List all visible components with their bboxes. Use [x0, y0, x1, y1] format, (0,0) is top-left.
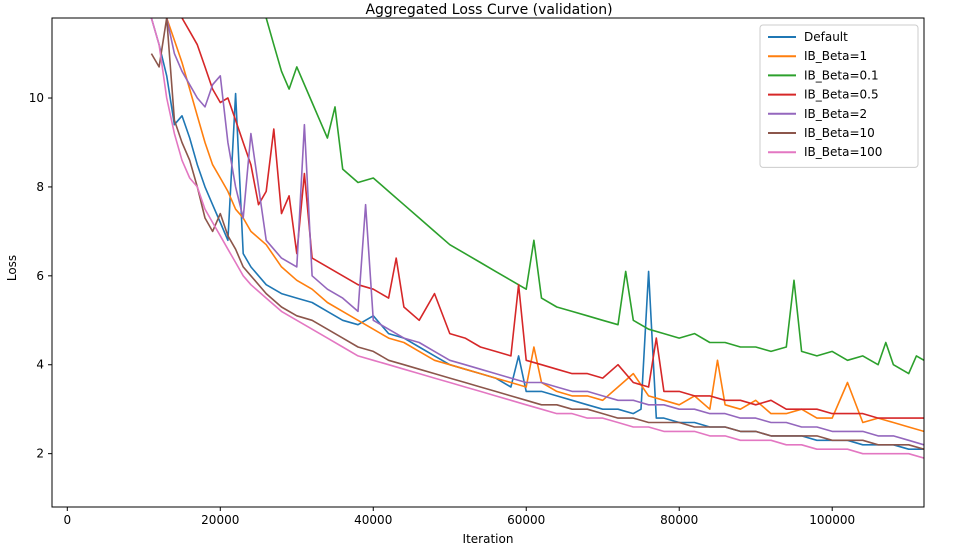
y-tick-label: 4	[36, 358, 44, 372]
x-tick-label: 20000	[201, 513, 239, 527]
x-tick-label: 0	[63, 513, 71, 527]
series-line-1	[165, 18, 924, 433]
chart-title: Aggregated Loss Curve (validation)	[365, 2, 612, 18]
x-axis: 0 20000 40000 60000 80000 100000	[63, 507, 855, 527]
legend-label: IB_Beta=2	[804, 107, 867, 121]
series-line-6	[150, 18, 924, 459]
legend-label: Default	[804, 30, 848, 44]
series-line-2	[265, 18, 924, 375]
series-line-3	[181, 18, 924, 419]
x-axis-label: Iteration	[463, 532, 514, 546]
legend: Default IB_Beta=1 IB_Beta=0.1 IB_Beta=0.5 IB…	[759, 24, 919, 168]
x-tick-label: 40000	[354, 513, 392, 527]
series-line-4	[165, 18, 924, 446]
y-axis-label: Loss	[5, 255, 19, 281]
y-tick-label: 8	[36, 180, 44, 194]
y-tick-label: 6	[36, 269, 44, 283]
legend-box	[759, 24, 919, 168]
x-tick-label: 80000	[660, 513, 698, 527]
x-tick-label: 100000	[809, 513, 855, 527]
legend-label: IB_Beta=100	[804, 145, 882, 159]
legend-label: IB_Beta=0.5	[804, 88, 879, 102]
y-tick-label: 10	[29, 91, 44, 105]
y-tick-label: 2	[36, 447, 44, 461]
x-tick-label: 60000	[507, 513, 545, 527]
series-line-5	[150, 18, 924, 450]
plot-border	[51, 17, 925, 508]
y-axis: 2 4 6 8 10	[29, 91, 52, 461]
legend-label: IB_Beta=1	[804, 49, 867, 63]
legend-label: IB_Beta=0.1	[804, 68, 879, 82]
series-layer	[150, 18, 924, 459]
legend-label: IB_Beta=10	[804, 126, 875, 140]
